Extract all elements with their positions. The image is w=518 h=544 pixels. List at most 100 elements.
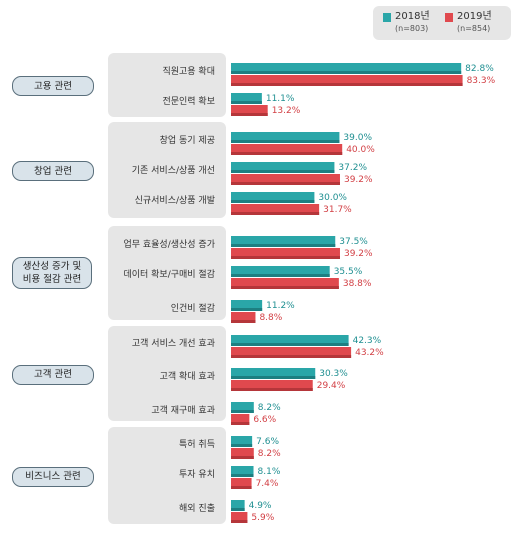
bar-shade	[231, 101, 262, 104]
value-label-2019: 40.0%	[346, 144, 375, 155]
category-label: 창업 동기 제공	[159, 136, 215, 146]
bar-shade	[231, 388, 313, 391]
value-label-2019: 7.4%	[255, 478, 279, 489]
category-label: 인건비 절감	[170, 304, 215, 314]
value-label-2019: 8.8%	[259, 312, 283, 323]
value-label-2019: 13.2%	[271, 105, 301, 116]
bar-2019	[231, 512, 248, 523]
bar-shade	[231, 456, 254, 459]
value-label-2019: 39.2%	[343, 248, 373, 259]
bar-2019	[231, 478, 252, 489]
bar-shade	[231, 343, 349, 346]
category-label: 전문인력 확보	[162, 97, 215, 107]
legend-n-2019: (n=854)	[457, 24, 491, 33]
bar-2018	[231, 436, 253, 447]
bar-2018	[231, 466, 254, 477]
value-label-2018: 8.1%	[257, 466, 281, 477]
group-label: 고객 관련	[12, 364, 94, 385]
value-label-2018: 11.1%	[265, 93, 295, 104]
bar-2019	[231, 75, 463, 86]
bar-2019	[231, 347, 352, 358]
value-label-2019: 5.9%	[251, 512, 275, 523]
bar-2018	[231, 402, 254, 413]
value-label-2019: 38.8%	[342, 278, 372, 289]
category-label: 투자 유치	[179, 470, 215, 480]
bar-2019	[231, 414, 250, 425]
bar-shade	[231, 286, 339, 289]
bar-shade	[231, 474, 254, 477]
legend-label-2019: 2019년	[457, 11, 492, 22]
legend-item-2019: 2019년 (n=854)	[445, 11, 492, 35]
legend: 2018년 (n=803) 2019년 (n=854)	[373, 6, 511, 40]
category-label: 특허 취득	[179, 440, 215, 450]
bar-2019	[231, 105, 268, 116]
bar-shade	[231, 212, 320, 215]
bar-shade	[231, 200, 315, 203]
category-label: 고객 재구매 효과	[151, 406, 215, 416]
category-label: 업무 효율성/생산성 증가	[123, 240, 215, 250]
legend-item-2018: 2018년 (n=803)	[383, 11, 430, 35]
value-label-2018: 11.2%	[266, 300, 295, 311]
value-label-2019: 8.2%	[257, 448, 281, 459]
bar-2019	[231, 144, 343, 155]
value-label-2018: 42.3%	[352, 335, 382, 346]
group-label: 고용 관련	[12, 76, 94, 96]
value-label-2018: 39.0%	[343, 132, 372, 143]
bar-shade	[231, 444, 253, 447]
value-label-2018: 30.3%	[319, 368, 348, 379]
bar-shade	[231, 140, 340, 143]
value-label-2018: 35.5%	[333, 266, 363, 277]
value-label-2019: 39.2%	[343, 174, 373, 185]
bar-shade	[231, 320, 256, 323]
group-label: 창업 관련	[12, 161, 94, 181]
bar-shade	[231, 308, 263, 311]
bar-2018	[231, 132, 340, 143]
group-panel	[108, 427, 226, 524]
bar-2018	[231, 162, 335, 173]
bar-2018	[231, 300, 263, 311]
bar-2019	[231, 312, 256, 323]
bar-shade	[231, 182, 340, 185]
bar-shade	[231, 410, 254, 413]
bar-2018	[231, 93, 262, 104]
bar-2019	[231, 174, 340, 185]
bar-shade	[231, 520, 248, 523]
value-label-2019: 83.3%	[466, 75, 496, 86]
bar-2019	[231, 248, 340, 259]
bar-2019	[231, 204, 320, 215]
group-panel	[108, 326, 226, 421]
bar-shade	[231, 376, 316, 379]
bar-shade	[231, 170, 335, 173]
bar-shade	[231, 83, 463, 86]
group-panel	[108, 53, 226, 117]
category-label: 신규서비스/상품 개발	[134, 196, 215, 206]
value-label-2019: 6.6%	[253, 414, 277, 425]
legend-swatch-2018	[383, 13, 391, 22]
bar-2019	[231, 278, 339, 289]
bar-2018	[231, 500, 245, 511]
bar-shade	[231, 355, 352, 358]
group-label: 생산성 증가 및 비용 절감 관련	[12, 257, 92, 289]
value-label-2019: 43.2%	[355, 347, 384, 358]
bar-2018	[231, 236, 336, 247]
group-label: 비즈니스 관련	[12, 466, 94, 487]
value-label-2018: 82.8%	[465, 63, 494, 74]
bar-2018	[231, 266, 330, 277]
legend-swatch-2019	[445, 13, 453, 22]
bar-2018	[231, 335, 349, 346]
legend-label-2018: 2018년	[395, 11, 430, 22]
value-label-2018: 4.9%	[248, 500, 272, 511]
legend-n-2018: (n=803)	[395, 24, 429, 33]
bar-shade	[231, 113, 268, 116]
group-panel	[108, 226, 226, 320]
category-label: 고객 확대 효과	[159, 372, 215, 382]
value-label-2018: 30.0%	[318, 192, 347, 203]
bar-shade	[231, 508, 245, 511]
bar-shade	[231, 274, 330, 277]
value-label-2018: 8.2%	[257, 402, 281, 413]
bar-shade	[231, 486, 252, 489]
bar-2018	[231, 192, 315, 203]
value-label-2019: 29.4%	[316, 380, 346, 391]
